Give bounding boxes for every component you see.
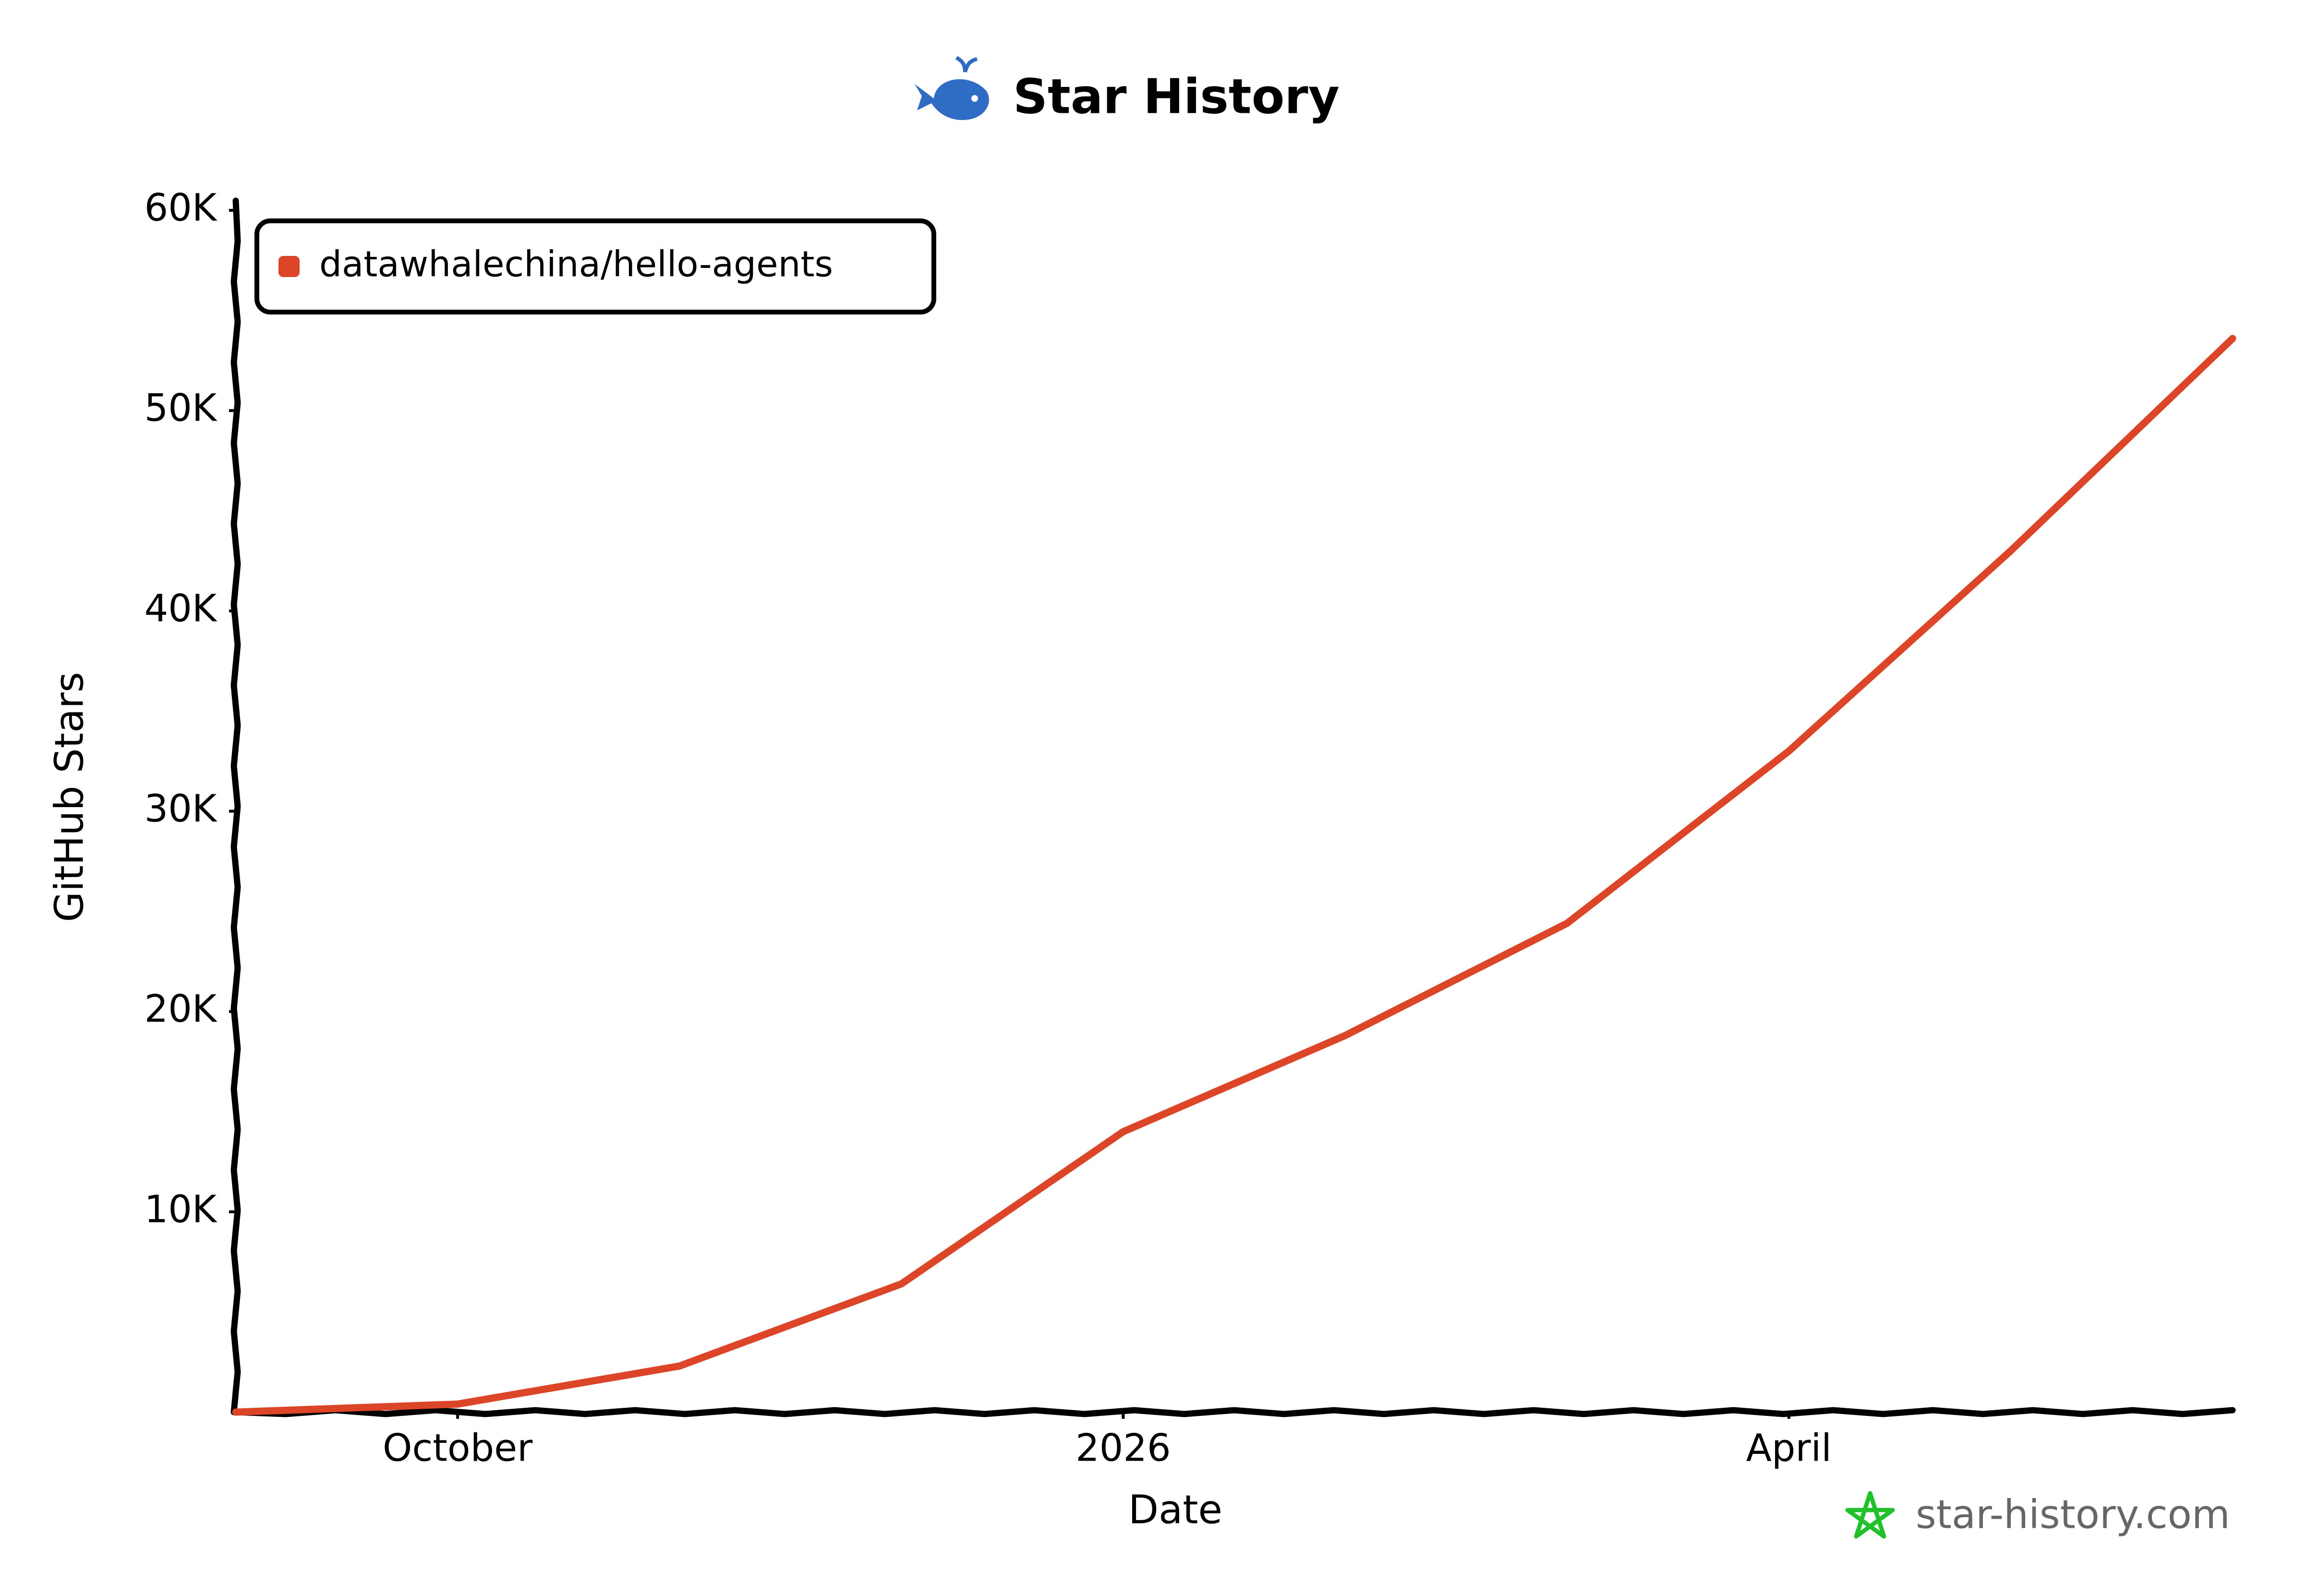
x-axis-label: Date	[1128, 1487, 1222, 1533]
x-tick-label: 2026	[1075, 1427, 1171, 1470]
logo-icon	[915, 56, 989, 120]
y-tick-label: 50K	[145, 387, 217, 430]
x-tick-label: April	[1746, 1427, 1832, 1470]
legend: datawhalechina/hello-agents	[254, 218, 936, 314]
legend-swatch	[278, 256, 300, 277]
watermark: star-history.com	[1916, 1492, 2230, 1537]
series-line	[232, 335, 2236, 1416]
y-tick-label: 20K	[145, 988, 217, 1031]
y-tick-label: 10K	[145, 1188, 217, 1231]
y-axis	[230, 197, 241, 1415]
x-axis	[232, 1407, 2236, 1417]
x-tick-label: October	[383, 1427, 533, 1470]
watermark-icon	[1845, 1491, 1895, 1539]
chart-title: Star History	[1013, 68, 1340, 124]
legend-box	[254, 218, 936, 314]
y-tick-label: 60K	[145, 186, 217, 230]
y-tick-label: 30K	[145, 787, 217, 831]
y-tick-label: 40K	[145, 587, 217, 630]
legend-label: datawhalechina/hello-agents	[319, 244, 833, 285]
y-axis-label: GitHub Stars	[47, 672, 92, 922]
